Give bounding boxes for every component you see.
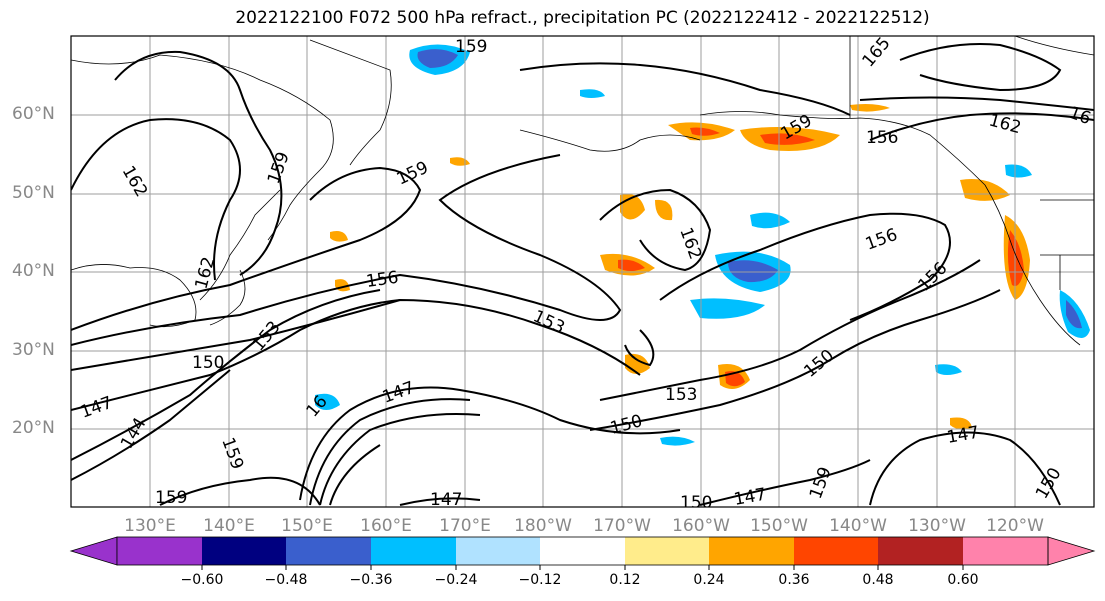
coastlines [71, 36, 1094, 346]
colorbar-tick-label: 0.24 [693, 572, 725, 588]
contour-label: 156 [365, 268, 400, 292]
colorbar-tick-label: 0.36 [778, 572, 810, 588]
lon-label: 160°W [672, 516, 730, 536]
colorbar-tick-label: 0.48 [862, 572, 894, 588]
graticule [71, 36, 1094, 507]
map-frame [70, 35, 1095, 508]
lon-label: 180°W [514, 516, 572, 536]
colorbar-tick-label: 0.60 [947, 572, 979, 588]
lon-label: 170°W [593, 516, 651, 536]
lat-label: 50°N [12, 183, 55, 203]
colorbar-extend-high [1047, 536, 1096, 566]
contour-label: 150 [680, 493, 712, 513]
colorbar-tick-label: −0.60 [180, 572, 224, 588]
colorbar [69, 536, 1096, 570]
colorbar-tick-label: −0.36 [349, 572, 393, 588]
contour-label: 150 [192, 353, 224, 373]
colorbar-tick-label: −0.12 [518, 572, 562, 588]
lon-label: 150°W [750, 516, 808, 536]
colorbar-tick-label: −0.48 [264, 572, 308, 588]
lon-label: 130°W [908, 516, 966, 536]
lon-label: 160°E [360, 516, 412, 536]
colorbar-extend-low [69, 536, 118, 566]
contour-label: 153 [665, 385, 697, 405]
lat-label: 60°N [12, 104, 55, 124]
colorbar-tick-label: 0.12 [609, 572, 641, 588]
lon-label: 120°W [986, 516, 1044, 536]
precipitation-shading [315, 44, 1090, 446]
contour-label: 147 [732, 485, 767, 510]
lon-label: 140°E [203, 516, 255, 536]
lon-label: 150°E [281, 516, 333, 536]
lat-label: 20°N [12, 418, 55, 438]
map-title: 2022122100 F072 500 hPa refract., precip… [235, 8, 930, 28]
lat-label: 30°N [12, 340, 55, 360]
contour-label: 156 [866, 128, 898, 148]
refractivity-contours [71, 43, 1094, 506]
lat-label: 40°N [12, 261, 55, 281]
colorbar-tick-label: −0.24 [434, 572, 478, 588]
lon-label: 170°E [439, 516, 491, 536]
contour-label: 159 [455, 37, 487, 57]
contour-label: 147 [430, 490, 462, 510]
lon-label: 130°E [124, 516, 176, 536]
lon-label: 140°W [829, 516, 887, 536]
contour-label: 159 [155, 488, 187, 508]
